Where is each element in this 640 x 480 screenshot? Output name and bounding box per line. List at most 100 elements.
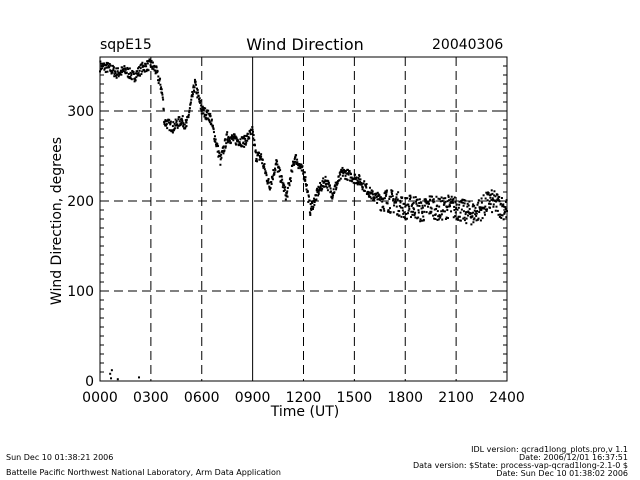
data-point [280, 175, 283, 178]
data-point [206, 109, 209, 112]
data-point [137, 72, 140, 75]
data-point [301, 169, 304, 172]
data-point [173, 122, 176, 125]
data-point [505, 216, 508, 219]
data-point [455, 208, 458, 211]
data-point [180, 123, 183, 126]
data-point [191, 93, 194, 96]
data-point [146, 62, 149, 65]
data-point [124, 67, 127, 70]
data-point [419, 220, 422, 223]
footer-data-version: Data version: $State: process-vap-qcrad1… [412, 461, 628, 470]
data-point [203, 115, 206, 118]
data-point [113, 75, 116, 78]
data-point [319, 185, 322, 188]
data-point [299, 167, 302, 170]
data-point [148, 58, 151, 61]
data-point [435, 208, 438, 211]
data-point [157, 75, 160, 78]
data-point [109, 64, 112, 67]
data-point [486, 199, 489, 202]
data-point [251, 133, 254, 136]
data-point [472, 218, 475, 221]
data-point [153, 65, 156, 68]
data-point [413, 208, 416, 211]
data-point [434, 218, 437, 221]
data-point [392, 198, 395, 201]
data-point [277, 165, 280, 168]
data-point [412, 210, 415, 213]
data-point [185, 121, 188, 124]
data-point [260, 155, 263, 158]
data-point [183, 123, 186, 126]
data-point [316, 191, 319, 194]
data-point [432, 201, 435, 204]
data-point [150, 61, 153, 64]
data-point [404, 218, 407, 221]
data-point [437, 215, 440, 218]
data-point [315, 194, 318, 197]
data-point [261, 162, 264, 165]
data-point [492, 198, 495, 201]
data-point [422, 215, 425, 218]
data-point [319, 181, 322, 184]
data-point [378, 194, 381, 197]
data-point [495, 205, 498, 208]
data-point [263, 163, 266, 166]
data-point [434, 213, 437, 216]
data-point [439, 214, 442, 217]
data-point [320, 189, 323, 192]
data-point [343, 171, 346, 174]
data-point [255, 159, 258, 162]
data-point [184, 119, 187, 122]
data-point [314, 198, 317, 201]
data-point [402, 202, 405, 205]
data-point [143, 70, 146, 73]
data-point [471, 205, 474, 208]
data-point [204, 107, 207, 110]
data-point [108, 66, 111, 69]
data-point [228, 139, 231, 142]
data-point [302, 171, 305, 174]
data-point [295, 154, 298, 157]
data-point [382, 207, 385, 210]
data-point [325, 182, 328, 185]
data-point [414, 196, 417, 199]
data-point [226, 131, 229, 134]
data-point [416, 204, 419, 207]
data-point [245, 141, 248, 144]
data-point [421, 204, 424, 207]
data-point [392, 199, 395, 202]
data-point [323, 185, 326, 188]
data-point [198, 97, 201, 100]
data-point [214, 143, 217, 146]
data-point [154, 69, 157, 72]
data-point [271, 178, 274, 181]
data-point [494, 209, 497, 212]
data-point [450, 210, 453, 213]
data-point [415, 202, 418, 205]
data-point [100, 68, 103, 71]
data-point [354, 178, 357, 181]
data-point [225, 133, 228, 136]
date-label: 20040306 [432, 37, 504, 53]
y-tick-label: 0 [85, 374, 94, 390]
data-point [267, 181, 270, 184]
data-point [413, 214, 416, 217]
data-point [219, 163, 222, 166]
data-point [190, 95, 193, 98]
data-point [251, 130, 254, 133]
data-point [204, 117, 207, 120]
data-point [137, 73, 140, 76]
data-point [463, 198, 466, 201]
data-point [480, 208, 483, 211]
data-point [494, 195, 497, 198]
data-point [159, 77, 162, 80]
data-point [427, 200, 430, 203]
data-point [278, 175, 281, 178]
data-point [347, 172, 350, 175]
data-point [214, 138, 217, 141]
data-point [268, 185, 271, 188]
data-point [358, 183, 361, 186]
data-point [200, 110, 203, 113]
